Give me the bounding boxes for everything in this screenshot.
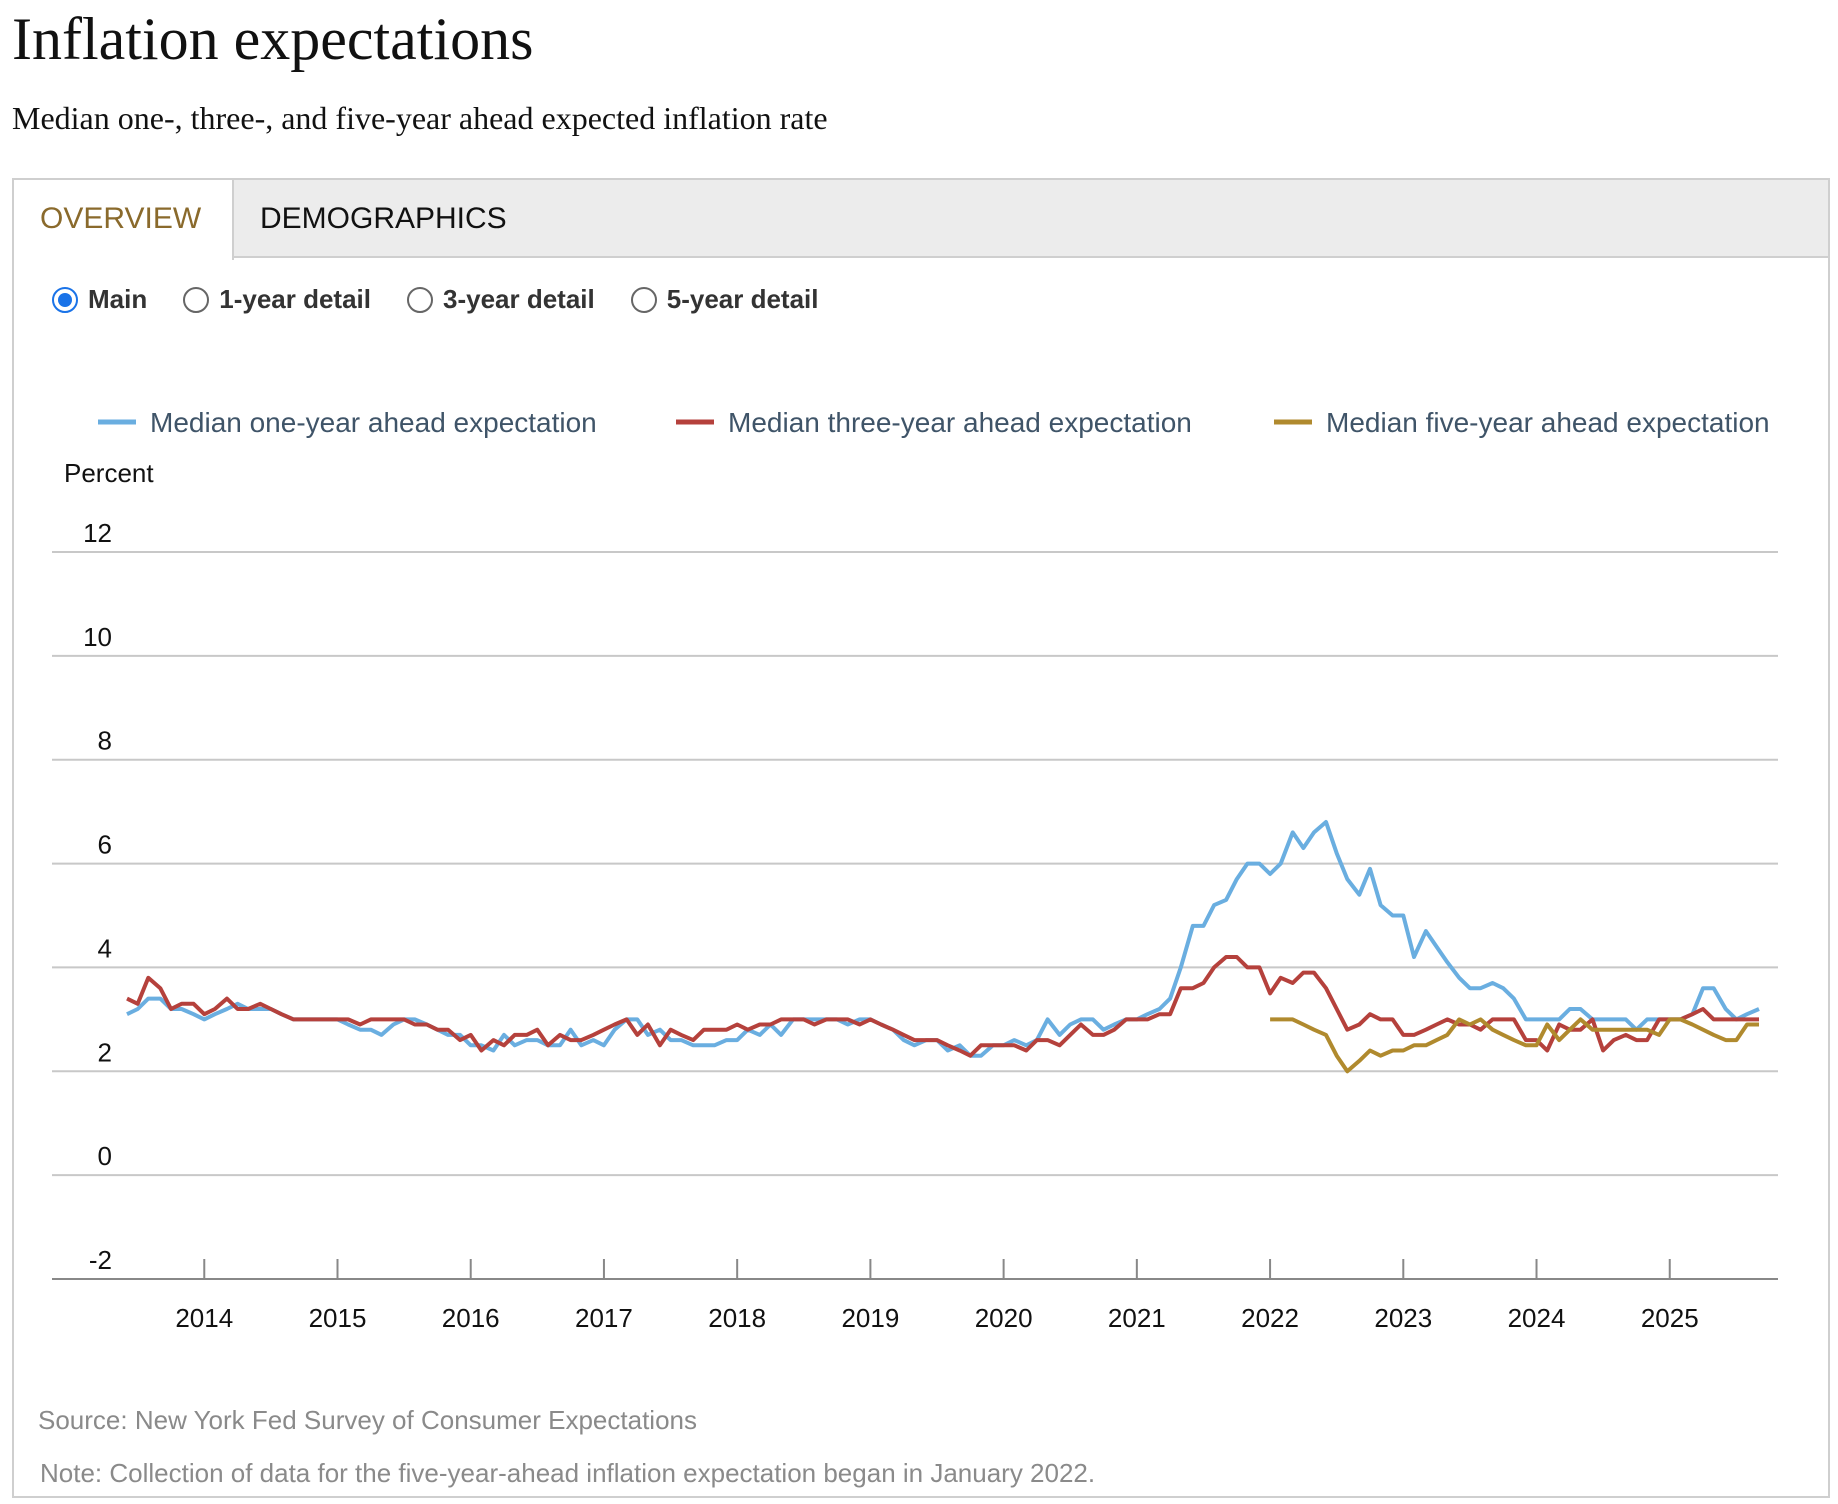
y-tick-label: 6 [98, 830, 112, 860]
x-axis: 2014 2015 2016 2017 2018 2019 2020 2021 2022 2023… [175, 1259, 1699, 1333]
y-tick-label: 12 [83, 518, 112, 548]
radio-3-year-indicator[interactable] [406, 286, 433, 313]
x-tick-label: 2024 [1508, 1303, 1566, 1333]
x-tick-label: 2022 [1241, 1303, 1299, 1333]
y-tick-labels: -2 0 2 4 6 8 10 12 [83, 518, 112, 1275]
radio-1-year-indicator[interactable] [183, 286, 210, 313]
x-tick-label: 2018 [708, 1303, 766, 1333]
x-tick-label: 2016 [442, 1303, 500, 1333]
radio-5-year-label: 5-year detail [666, 284, 819, 314]
series-line-3 [1270, 1017, 1759, 1074]
data-note: Note: Collection of data for the five-ye… [40, 1458, 1096, 1488]
x-tick-label: 2014 [175, 1303, 233, 1333]
radio-5-year-indicator[interactable] [630, 286, 657, 313]
x-tick-label: 2025 [1641, 1303, 1699, 1333]
radio-3-year-detail[interactable]: 3-year detail [406, 284, 595, 315]
y-tick-label: 2 [98, 1037, 112, 1067]
y-tick-label: 8 [98, 726, 112, 756]
y-tick-label: -2 [89, 1245, 112, 1275]
x-tick-label: 2020 [975, 1303, 1033, 1333]
x-tick-label: 2021 [1108, 1303, 1166, 1333]
tab-overview[interactable]: OVERVIEW [14, 180, 234, 260]
y-tick-label: 0 [98, 1141, 112, 1171]
radio-main-label: Main [88, 284, 148, 314]
series-line-1 [126, 820, 1760, 1058]
x-tick-label: 2017 [575, 1303, 633, 1333]
series-lines [126, 820, 1760, 1074]
x-tick-label: 2023 [1374, 1303, 1432, 1333]
view-options: Main 1-year detail 3-year detail 5-year … [52, 284, 818, 315]
page-title: Inflation expectations [12, 6, 534, 72]
legend-entry[interactable]: Median five-year ahead expectation [1326, 407, 1770, 438]
inflation-line-chart: Median one-year ahead expectation Median … [52, 407, 1778, 1333]
y-tick-label: 10 [83, 622, 112, 652]
grid-lines [52, 551, 1778, 1280]
source-note: Source: New York Fed Survey of Consumer … [38, 1405, 697, 1435]
x-tick-label: 2019 [841, 1303, 899, 1333]
page-subtitle: Median one-, three-, and five-year ahead… [12, 100, 828, 136]
radio-main[interactable]: Main [52, 284, 147, 315]
chart-panel: OVERVIEW DEMOGRAPHICS Main 1-year detail… [12, 178, 1830, 1498]
y-axis-label: Percent [64, 458, 154, 488]
tab-demographics[interactable]: DEMOGRAPHICS [260, 202, 507, 235]
legend-entry[interactable]: Median three-year ahead expectation [728, 407, 1192, 438]
legend-entry[interactable]: Median one-year ahead expectation [150, 407, 597, 438]
radio-3-year-label: 3-year detail [442, 284, 595, 314]
chart-legend: Median one-year ahead expectation Median … [98, 407, 1770, 438]
radio-1-year-label: 1-year detail [219, 284, 371, 314]
radio-5-year-detail[interactable]: 5-year detail [630, 284, 819, 315]
x-tick-label: 2015 [309, 1303, 367, 1333]
radio-main-indicator[interactable] [52, 286, 78, 313]
tab-bar: OVERVIEW DEMOGRAPHICS [14, 180, 1828, 260]
y-tick-label: 4 [98, 933, 112, 963]
radio-1-year-detail[interactable]: 1-year detail [183, 284, 371, 315]
